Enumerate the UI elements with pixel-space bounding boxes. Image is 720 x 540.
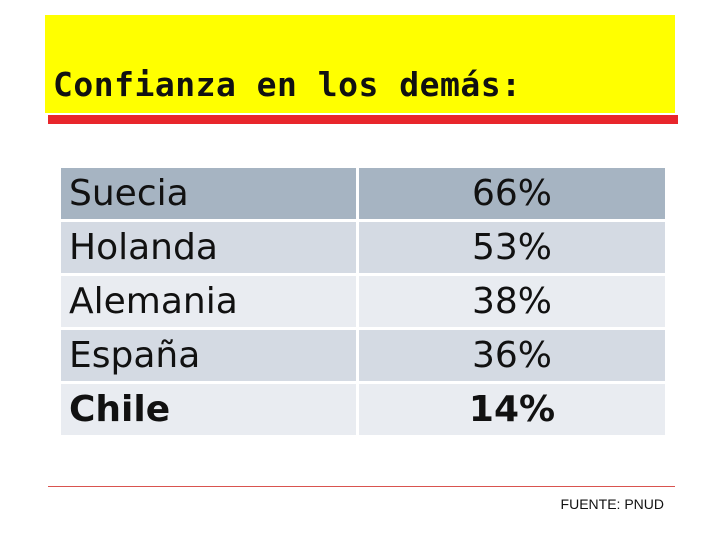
- value-cell: 66%: [359, 168, 665, 222]
- country-cell: Holanda: [61, 222, 359, 276]
- title-underline: [48, 115, 678, 124]
- title-banner: Confianza en los demás:: [45, 15, 675, 113]
- slide-title: Confianza en los demás:: [53, 65, 522, 104]
- table-row: España 36%: [61, 330, 665, 384]
- country-cell: Alemania: [61, 276, 359, 330]
- table-row: Alemania 38%: [61, 276, 665, 330]
- country-cell: España: [61, 330, 359, 384]
- trust-table: Suecia 66% Holanda 53% Alemania 38% Espa…: [61, 168, 665, 438]
- table-row: Chile 14%: [61, 384, 665, 438]
- value-cell: 14%: [359, 384, 665, 438]
- source-citation: FUENTE: PNUD: [560, 496, 664, 512]
- table-row: Holanda 53%: [61, 222, 665, 276]
- table-row: Suecia 66%: [61, 168, 665, 222]
- country-cell: Chile: [61, 384, 359, 438]
- value-cell: 36%: [359, 330, 665, 384]
- value-cell: 53%: [359, 222, 665, 276]
- source-divider: [48, 486, 675, 487]
- value-cell: 38%: [359, 276, 665, 330]
- country-cell: Suecia: [61, 168, 359, 222]
